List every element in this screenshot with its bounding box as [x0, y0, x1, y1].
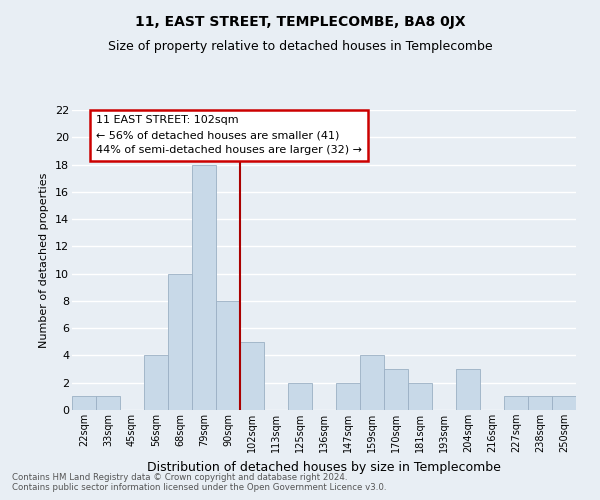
Text: Contains public sector information licensed under the Open Government Licence v3: Contains public sector information licen…: [12, 484, 386, 492]
Bar: [552, 396, 576, 410]
Bar: [384, 369, 408, 410]
Bar: [72, 396, 96, 410]
Bar: [288, 382, 312, 410]
Text: Size of property relative to detached houses in Templecombe: Size of property relative to detached ho…: [107, 40, 493, 53]
Bar: [240, 342, 264, 410]
Bar: [528, 396, 552, 410]
Text: 11, EAST STREET, TEMPLECOMBE, BA8 0JX: 11, EAST STREET, TEMPLECOMBE, BA8 0JX: [134, 15, 466, 29]
Bar: [504, 396, 528, 410]
Bar: [360, 356, 384, 410]
Bar: [168, 274, 192, 410]
Text: 11 EAST STREET: 102sqm
← 56% of detached houses are smaller (41)
44% of semi-det: 11 EAST STREET: 102sqm ← 56% of detached…: [96, 116, 362, 155]
Y-axis label: Number of detached properties: Number of detached properties: [40, 172, 49, 348]
Bar: [192, 164, 216, 410]
X-axis label: Distribution of detached houses by size in Templecombe: Distribution of detached houses by size …: [147, 460, 501, 473]
Bar: [216, 301, 240, 410]
Text: Contains HM Land Registry data © Crown copyright and database right 2024.: Contains HM Land Registry data © Crown c…: [12, 474, 347, 482]
Bar: [408, 382, 432, 410]
Bar: [456, 369, 480, 410]
Bar: [336, 382, 360, 410]
Bar: [96, 396, 120, 410]
Bar: [144, 356, 168, 410]
